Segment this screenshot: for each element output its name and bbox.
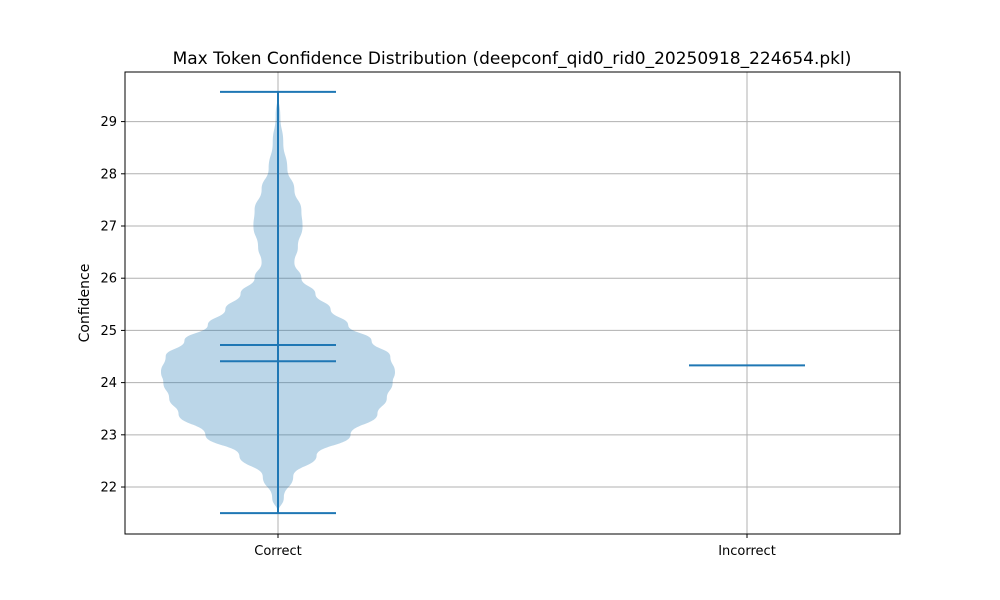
- plot-area-frame: [124, 71, 901, 535]
- x-tick-label: Correct: [254, 544, 301, 559]
- violin-statistic-lines: [220, 90, 805, 515]
- x-axis-ticks: Correct Incorrect: [254, 534, 776, 559]
- y-tick-label: 28: [100, 167, 117, 182]
- y-tick-label: 26: [100, 272, 117, 287]
- grid-lines: [125, 72, 900, 534]
- y-axis-title: Confidence: [77, 264, 93, 343]
- y-tick-label: 29: [100, 115, 117, 130]
- chart-title: Max Token Confidence Distribution (deepc…: [173, 49, 852, 69]
- y-axis-ticks: 22 23 24 25 26 27 28 29: [100, 115, 125, 496]
- y-tick-label: 22: [100, 481, 117, 496]
- y-tick-label: 27: [100, 220, 117, 235]
- y-tick-label: 24: [100, 376, 117, 391]
- y-tick-label: 25: [100, 324, 117, 339]
- y-tick-label: 23: [100, 428, 117, 443]
- x-tick-label: Incorrect: [718, 544, 776, 559]
